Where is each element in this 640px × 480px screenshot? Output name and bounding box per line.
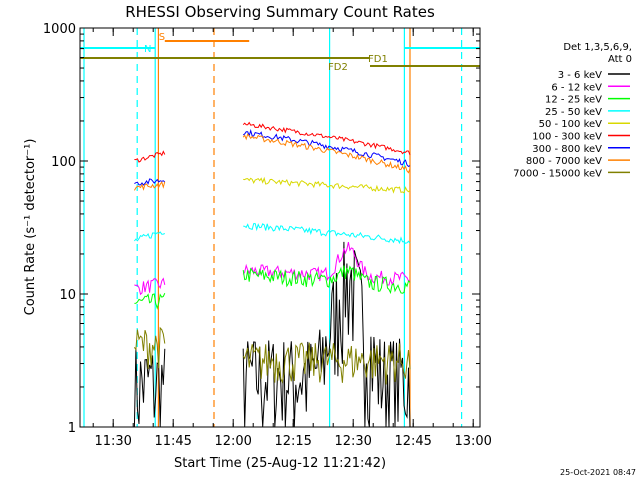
series-line xyxy=(134,150,166,163)
legend-entry-label: 6 - 12 keV xyxy=(551,82,602,93)
legend-header: Det 1,3,5,6,9, xyxy=(563,42,632,53)
series-line xyxy=(243,176,411,194)
legend-entry-label: 25 - 50 keV xyxy=(545,107,602,118)
legend-entry-label: 800 - 7000 keV xyxy=(526,156,602,167)
y-tick-label: 1000 xyxy=(43,22,76,37)
legend-header: Att 0 xyxy=(608,54,632,65)
series-line xyxy=(242,342,411,385)
series-line xyxy=(134,178,166,186)
legend-entry-label: 50 - 100 keV xyxy=(539,119,603,130)
series-line xyxy=(242,241,411,286)
axes: 11:30 11:45 12:00 12:15 12:30 12:45 13:00 1 10 10… xyxy=(43,22,492,449)
series-line xyxy=(242,121,411,156)
x-tick-label: 11:45 xyxy=(154,434,191,449)
series-line xyxy=(243,223,411,245)
series-line xyxy=(134,277,166,296)
generation-timestamp: 25-Oct-2021 08:47 xyxy=(560,468,636,477)
chart-title: RHESSI Observing Summary Count Rates xyxy=(125,3,435,21)
y-tick-label: 10 xyxy=(59,288,76,303)
x-tick-label: 13:00 xyxy=(454,434,491,449)
series-line xyxy=(134,292,166,310)
series-line xyxy=(242,133,411,174)
x-axis-label: Start Time (25-Aug-12 11:21:42) xyxy=(174,456,386,471)
night-flag-label: N xyxy=(144,44,151,55)
y-tick-label: 1 xyxy=(68,421,76,436)
x-tick-label: 12:45 xyxy=(394,434,431,449)
legend-entry-label: 12 - 25 keV xyxy=(545,95,602,106)
series-line xyxy=(133,348,166,428)
fd1-flag-label: FD1 xyxy=(368,54,388,65)
y-tick-label: 100 xyxy=(51,155,76,170)
series-line xyxy=(133,180,166,191)
legend-entry-label: 7000 - 15000 keV xyxy=(513,168,602,179)
fd2-flag-label: FD2 xyxy=(328,62,348,73)
series-line xyxy=(242,128,411,168)
x-tick-label: 12:15 xyxy=(274,434,311,449)
series-line xyxy=(134,231,165,242)
series-line xyxy=(242,265,411,295)
x-tick-label: 12:00 xyxy=(214,434,251,449)
saa-flag-label: S xyxy=(159,32,165,43)
x-tick-label: 12:30 xyxy=(334,434,371,449)
plot-frame xyxy=(79,27,481,428)
plot-area: SN FD1 FD2 xyxy=(80,28,480,428)
legend-entry-label: 300 - 800 keV xyxy=(532,144,602,155)
y-axis-label: Count Rate (s⁻¹ detector⁻¹) xyxy=(23,139,38,316)
legend-entry-label: 3 - 6 keV xyxy=(558,70,602,81)
legend-entry-label: 100 - 300 keV xyxy=(532,132,602,143)
series-line xyxy=(133,326,166,370)
x-tick-label: 11:30 xyxy=(94,434,131,449)
